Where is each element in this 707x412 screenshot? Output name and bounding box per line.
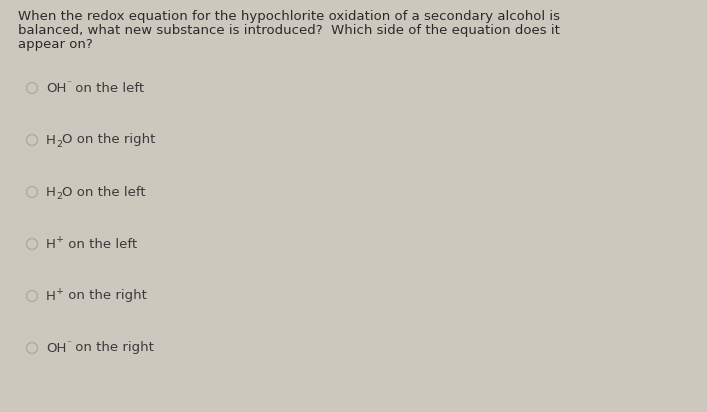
Text: on the left: on the left bbox=[64, 237, 137, 250]
Text: O on the left: O on the left bbox=[62, 185, 146, 199]
Text: 2: 2 bbox=[56, 140, 62, 149]
Text: H: H bbox=[46, 185, 56, 199]
Text: O on the right: O on the right bbox=[62, 133, 156, 147]
Text: OH: OH bbox=[46, 82, 66, 94]
Text: H: H bbox=[46, 237, 56, 250]
Text: +: + bbox=[56, 235, 64, 244]
Text: balanced, what new substance is introduced?  Which side of the equation does it: balanced, what new substance is introduc… bbox=[18, 24, 560, 37]
Text: When the redox equation for the hypochlorite oxidation of a secondary alcohol is: When the redox equation for the hypochlo… bbox=[18, 10, 560, 23]
Text: H: H bbox=[46, 290, 56, 302]
Text: H: H bbox=[46, 133, 56, 147]
Text: on the right: on the right bbox=[64, 290, 147, 302]
Text: on the right: on the right bbox=[71, 342, 154, 354]
Text: ⁻: ⁻ bbox=[66, 339, 71, 348]
Text: appear on?: appear on? bbox=[18, 38, 93, 51]
Text: 2: 2 bbox=[56, 192, 62, 201]
Text: ⁻: ⁻ bbox=[66, 79, 71, 88]
Text: +: + bbox=[56, 287, 64, 296]
Text: OH: OH bbox=[46, 342, 66, 354]
Text: on the left: on the left bbox=[71, 82, 144, 94]
